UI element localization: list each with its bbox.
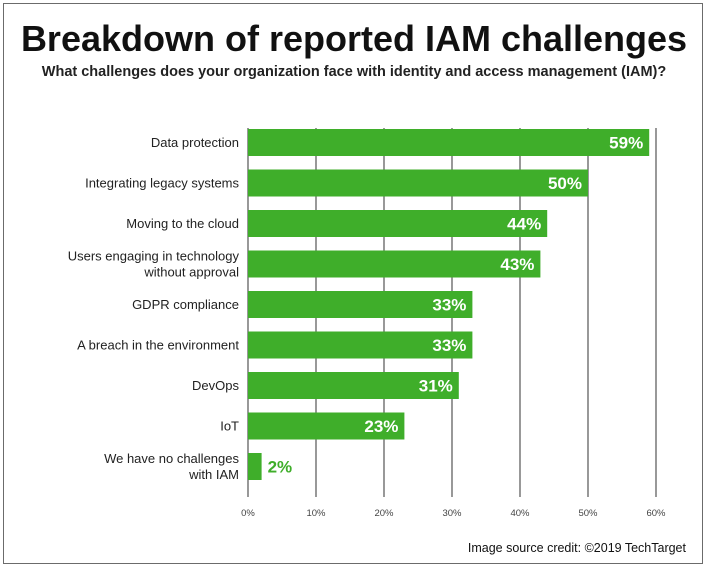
- category-label: GDPR compliance: [132, 297, 239, 312]
- category-labels: Data protection Integrating legacy system…: [68, 135, 240, 482]
- x-tick-label: 0%: [241, 508, 255, 519]
- bar-value-label: 31%: [419, 377, 453, 396]
- image-credit: Image source credit: ©2019 TechTarget: [467, 541, 686, 555]
- bar-value-label: 43%: [500, 255, 534, 274]
- bar: [248, 291, 473, 318]
- category-label: Users engaging in technology without appr…: [68, 249, 240, 280]
- bar: [248, 331, 473, 359]
- chart-title: Breakdown of reported IAM challenges: [20, 18, 688, 59]
- bar: [248, 412, 405, 440]
- x-tick-label: 10%: [306, 508, 326, 519]
- bar-value-label: 33%: [432, 336, 466, 355]
- bar: [248, 169, 588, 197]
- category-label: IoT: [220, 419, 239, 434]
- x-tick-label: 30%: [442, 508, 462, 519]
- bar: [248, 129, 650, 156]
- x-tick-label: 50%: [578, 508, 598, 519]
- category-label: A breach in the environment: [77, 338, 239, 353]
- x-axis-ticks: 0% 10% 20% 30% 40% 50% 60%: [241, 508, 666, 519]
- category-label: Data protection: [151, 135, 239, 150]
- bar-value-label: 50%: [548, 174, 582, 193]
- chart-subtitle: What challenges does your organization f…: [41, 64, 667, 80]
- category-label: Integrating legacy systems: [85, 176, 239, 191]
- x-tick-label: 60%: [646, 508, 666, 519]
- category-label: We have no challenges with IAM: [104, 451, 239, 482]
- bar-value-label: 44%: [507, 215, 541, 234]
- bars: 59% 50% 44% 43% 33% 33% 31% 23% 2%: [248, 129, 650, 480]
- category-label: DevOps: [192, 378, 239, 393]
- bar: [248, 250, 541, 278]
- x-tick-label: 40%: [510, 508, 530, 519]
- bar-value-label: 2%: [268, 458, 293, 477]
- bar-value-label: 59%: [609, 134, 643, 153]
- bar-value-label: 23%: [364, 417, 398, 436]
- bar-value-label: 33%: [432, 296, 466, 315]
- x-tick-label: 20%: [374, 508, 394, 519]
- chart-frame: [3, 3, 703, 564]
- bar: [248, 210, 548, 237]
- category-label: Moving to the cloud: [126, 216, 239, 231]
- bar: [248, 453, 262, 480]
- bar: [248, 372, 459, 399]
